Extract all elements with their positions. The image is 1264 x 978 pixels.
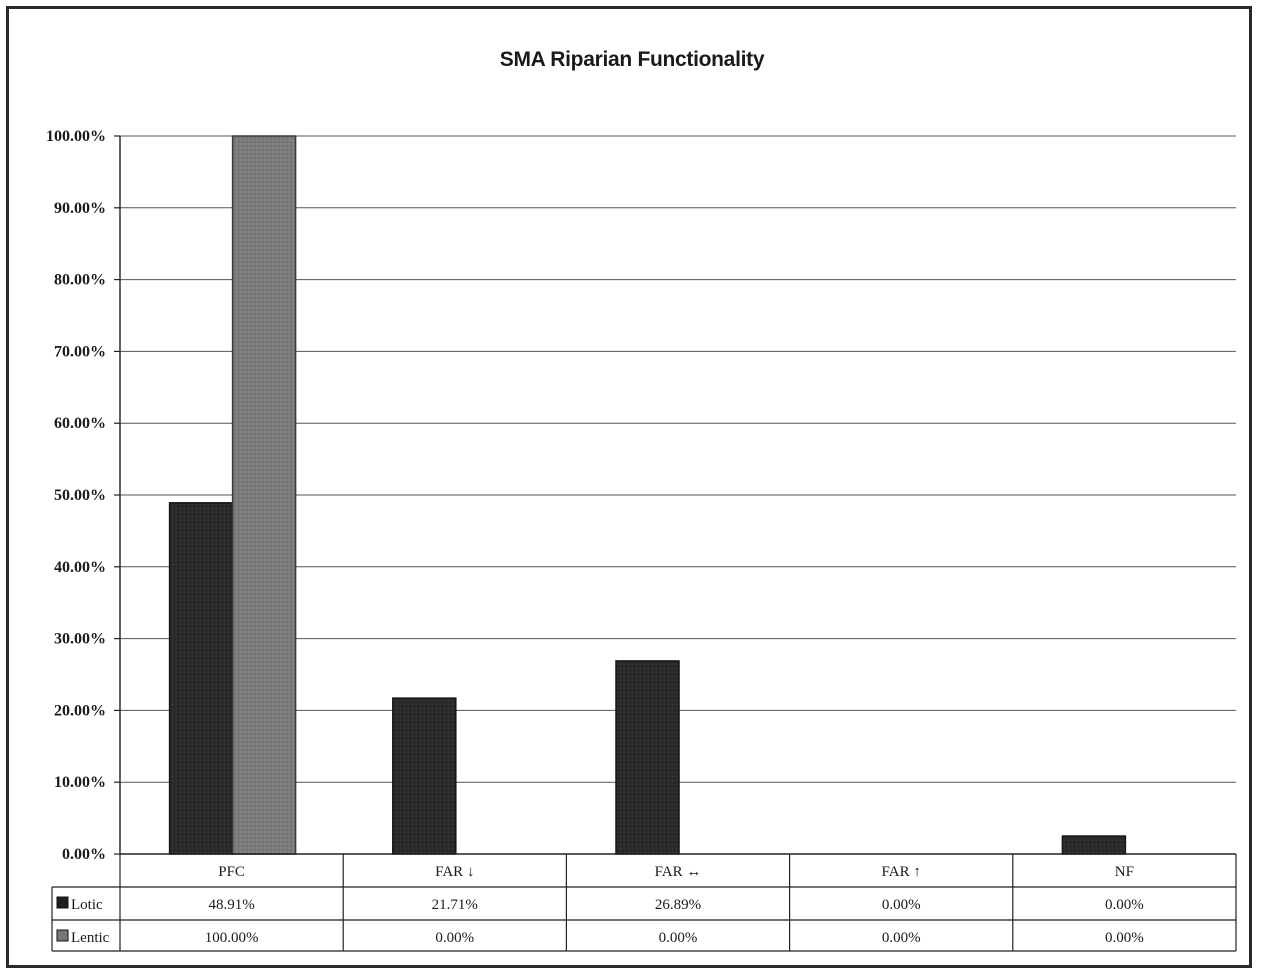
legend-swatch-lentic bbox=[56, 929, 69, 942]
y-tick-label: 60.00% bbox=[54, 415, 106, 432]
data-label: 0.00% bbox=[435, 930, 474, 946]
data-label: 0.00% bbox=[1105, 930, 1144, 946]
category-label: FAR ↓ bbox=[435, 864, 474, 880]
bar-lotic-0 bbox=[168, 502, 234, 855]
legend-label-lotic: Lotic bbox=[71, 897, 103, 913]
legend-label-lentic: Lentic bbox=[71, 930, 110, 946]
data-label: 48.91% bbox=[208, 897, 254, 913]
data-label: 0.00% bbox=[659, 930, 698, 946]
bar-lotic-4 bbox=[1061, 835, 1127, 855]
data-label: 100.00% bbox=[205, 930, 259, 946]
bar-lentic-0 bbox=[231, 135, 297, 855]
data-label: 26.89% bbox=[655, 897, 701, 913]
y-tick-label: 20.00% bbox=[54, 702, 106, 719]
y-tick-label: 50.00% bbox=[54, 487, 106, 504]
y-tick-label: 30.00% bbox=[54, 631, 106, 648]
category-label: PFC bbox=[218, 864, 245, 880]
bar-lotic-2 bbox=[615, 660, 680, 855]
category-label: FAR ↔ bbox=[655, 864, 702, 880]
y-tick-label: 80.00% bbox=[54, 272, 106, 289]
legend-swatch-lotic bbox=[56, 896, 69, 909]
data-label: 21.71% bbox=[432, 897, 478, 913]
category-label: FAR ↑ bbox=[882, 864, 921, 880]
category-label: NF bbox=[1115, 864, 1134, 880]
bar-lotic-1 bbox=[392, 697, 457, 855]
data-label: 0.00% bbox=[882, 930, 921, 946]
data-label: 0.00% bbox=[882, 897, 921, 913]
y-tick-label: 90.00% bbox=[54, 200, 106, 217]
y-tick-label: 10.00% bbox=[54, 774, 106, 791]
y-tick-label: 0.00% bbox=[62, 846, 106, 863]
chart-title: SMA Riparian Functionality bbox=[499, 48, 765, 71]
y-tick-label: 100.00% bbox=[46, 128, 106, 145]
data-label: 0.00% bbox=[1105, 897, 1144, 913]
y-tick-label: 40.00% bbox=[54, 559, 106, 576]
y-tick-label: 70.00% bbox=[54, 343, 106, 360]
